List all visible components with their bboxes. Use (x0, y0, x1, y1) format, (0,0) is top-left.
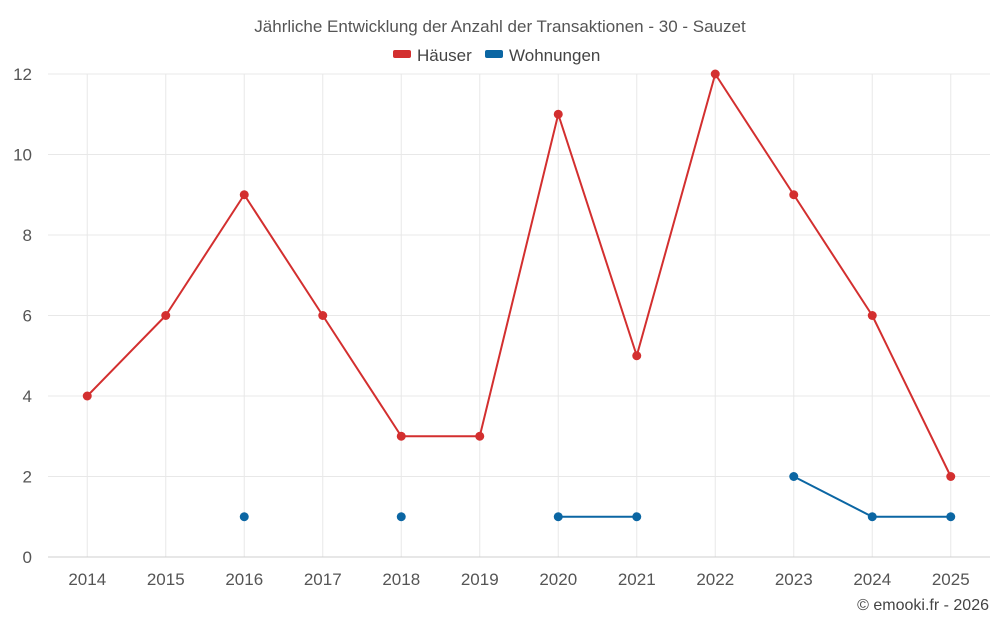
data-point[interactable] (553, 512, 563, 522)
x-tick-label: 2023 (775, 570, 813, 589)
data-point[interactable] (82, 391, 92, 401)
data-point[interactable] (789, 190, 799, 200)
data-point[interactable] (239, 190, 249, 200)
grid (48, 73, 990, 558)
x-tick-label: 2021 (618, 570, 656, 589)
legend-item-haeuser[interactable]: Häuser (393, 46, 472, 65)
series-1 (239, 472, 956, 522)
data-point[interactable] (396, 431, 406, 441)
legend-label-wohnungen: Wohnungen (509, 46, 600, 65)
data-point[interactable] (946, 512, 956, 522)
legend-swatch-haeuser (393, 50, 411, 58)
legend-item-wohnungen[interactable]: Wohnungen (485, 46, 600, 65)
x-tick-label: 2014 (68, 570, 106, 589)
credit-text: © emooki.fr - 2026 (857, 597, 989, 614)
series (82, 69, 956, 522)
series-line-segment (243, 193, 324, 317)
legend-swatch-wohnungen (485, 50, 503, 58)
series-line-segment (478, 113, 560, 438)
x-tick-label: 2022 (696, 570, 734, 589)
series-0 (82, 69, 956, 481)
data-point[interactable] (239, 512, 249, 522)
data-point[interactable] (318, 311, 328, 320)
series-line-segment (164, 193, 246, 317)
y-tick-label: 12 (13, 65, 32, 84)
y-tick-label: 6 (23, 307, 32, 326)
x-tick-label: 2025 (932, 570, 970, 589)
y-tick-label: 0 (23, 548, 32, 567)
series-line-segment (792, 475, 874, 518)
data-point[interactable] (946, 472, 956, 481)
series-line-segment (871, 314, 952, 478)
data-point[interactable] (475, 431, 485, 441)
y-tick-label: 2 (23, 468, 32, 487)
data-point[interactable] (396, 512, 406, 522)
y-tick-label: 10 (13, 146, 32, 165)
y-tick-label: 8 (23, 226, 32, 245)
y-tick-label: 4 (23, 387, 32, 406)
chart-title: Jährliche Entwicklung der Anzahl der Tra… (254, 17, 746, 36)
legend: Häuser Wohnungen (393, 46, 600, 65)
data-point[interactable] (710, 69, 720, 79)
data-point[interactable] (161, 311, 171, 320)
data-point[interactable] (632, 512, 642, 522)
series-line-segment (321, 314, 403, 438)
x-tick-label: 2015 (147, 570, 185, 589)
data-point[interactable] (553, 109, 563, 119)
axes: 0 2 4 6 8 10 12 2014 2015 2016 2017 2018 2019 2020 202… (13, 65, 990, 589)
series-line-segment (792, 193, 874, 317)
data-point[interactable] (789, 472, 799, 481)
data-point[interactable] (867, 311, 877, 320)
data-point[interactable] (632, 351, 642, 361)
x-tick-label: 2024 (853, 570, 891, 589)
series-line-segment (714, 73, 795, 196)
series-line-segment (557, 113, 638, 357)
x-tick-label: 2017 (304, 570, 342, 589)
data-point[interactable] (867, 512, 877, 522)
x-tick-label: 2020 (539, 570, 577, 589)
x-tick-label: 2018 (382, 570, 420, 589)
legend-label-haeuser: Häuser (417, 46, 472, 65)
x-tick-label: 2016 (225, 570, 263, 589)
series-line-segment (86, 314, 167, 397)
series-line-segment (635, 73, 717, 357)
x-tick-label: 2019 (461, 570, 499, 589)
